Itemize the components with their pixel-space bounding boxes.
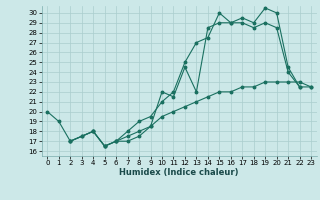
X-axis label: Humidex (Indice chaleur): Humidex (Indice chaleur)	[119, 168, 239, 177]
